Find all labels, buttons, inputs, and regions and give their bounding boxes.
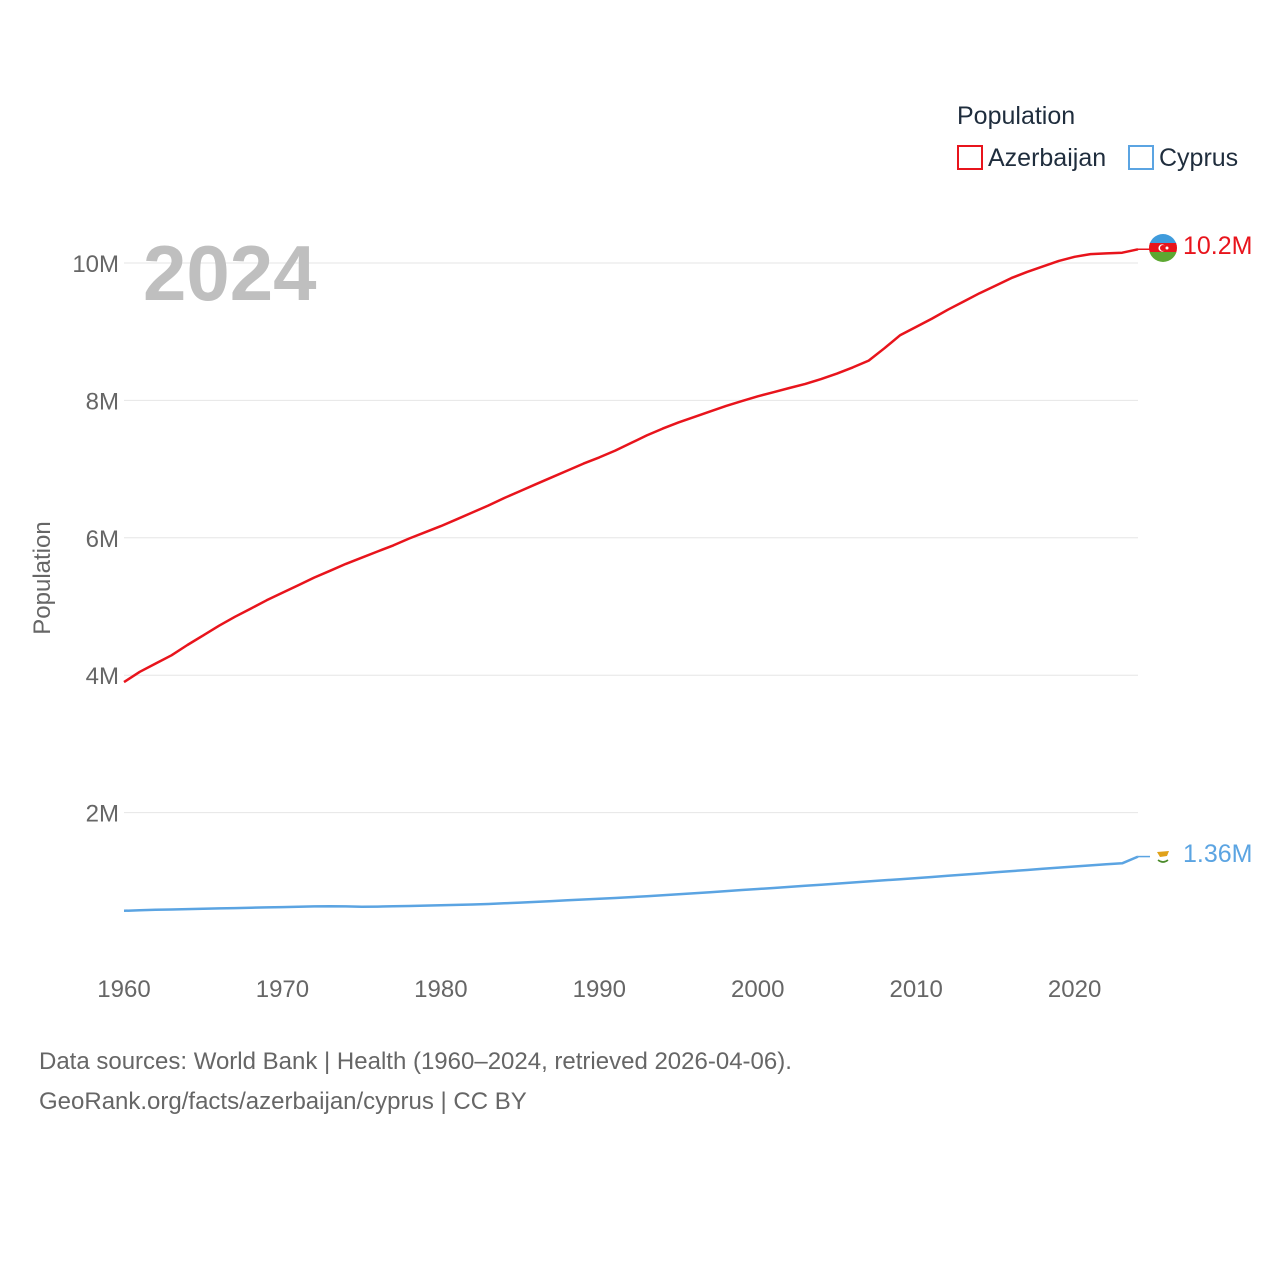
gridlines bbox=[124, 262, 1138, 814]
azerbaijan-flag-icon bbox=[1149, 234, 1177, 262]
year-label: 2024 bbox=[143, 229, 317, 317]
y-axis-ticks: 2M 4M 6M 8M 10M bbox=[72, 251, 119, 828]
x-tick-1960: 1960 bbox=[97, 976, 150, 1003]
series-line-cyprus[interactable] bbox=[123, 855, 1139, 913]
y-tick-8M: 8M bbox=[86, 388, 119, 415]
cyprus-flag-icon bbox=[1153, 846, 1173, 866]
x-tick-1980: 1980 bbox=[414, 976, 467, 1003]
legend-label-azerbaijan: Azerbaijan bbox=[988, 144, 1106, 172]
population-chart: 2M 4M 6M 8M 10M 1960 1970 1980 1990 2000 2010 2020… bbox=[29, 102, 1252, 1003]
y-tick-2M: 2M bbox=[86, 801, 119, 828]
legend-swatch-cyprus bbox=[1128, 145, 1154, 170]
end-labels: 10.2M 1.36M bbox=[1183, 232, 1252, 868]
legend-item-azerbaijan[interactable]: Azerbaijan bbox=[957, 144, 1106, 172]
legend-label-cyprus: Cyprus bbox=[1159, 144, 1238, 172]
end-label-cyprus: 1.36M bbox=[1183, 840, 1252, 868]
footer: Data sources: World Bank | Health (1960–… bbox=[39, 1042, 792, 1122]
y-tick-6M: 6M bbox=[86, 526, 119, 553]
x-tick-2020: 2020 bbox=[1048, 976, 1101, 1003]
series-line-azerbaijan[interactable] bbox=[123, 248, 1139, 684]
x-tick-1990: 1990 bbox=[573, 976, 626, 1003]
y-tick-10M: 10M bbox=[72, 251, 119, 278]
x-tick-2000: 2000 bbox=[731, 976, 784, 1003]
y-axis-label: Population bbox=[29, 521, 56, 634]
legend-title: Population bbox=[957, 102, 1075, 130]
legend[interactable]: Population Azerbaijan Cyprus bbox=[957, 102, 1238, 172]
footer-link[interactable]: GeoRank.org/facts/azerbaijan/cyprus | CC… bbox=[39, 1088, 527, 1115]
y-tick-4M: 4M bbox=[86, 663, 119, 690]
end-label-azerbaijan: 10.2M bbox=[1183, 232, 1252, 260]
footer-source: Data sources: World Bank | Health (1960–… bbox=[39, 1048, 792, 1075]
legend-item-cyprus[interactable]: Cyprus bbox=[1128, 144, 1238, 172]
x-axis-ticks: 1960 1970 1980 1990 2000 2010 2020 bbox=[97, 976, 1101, 1003]
x-tick-1970: 1970 bbox=[256, 976, 309, 1003]
series-lines bbox=[123, 248, 1150, 913]
legend-swatch-azerbaijan bbox=[957, 145, 983, 170]
x-tick-2010: 2010 bbox=[889, 976, 942, 1003]
